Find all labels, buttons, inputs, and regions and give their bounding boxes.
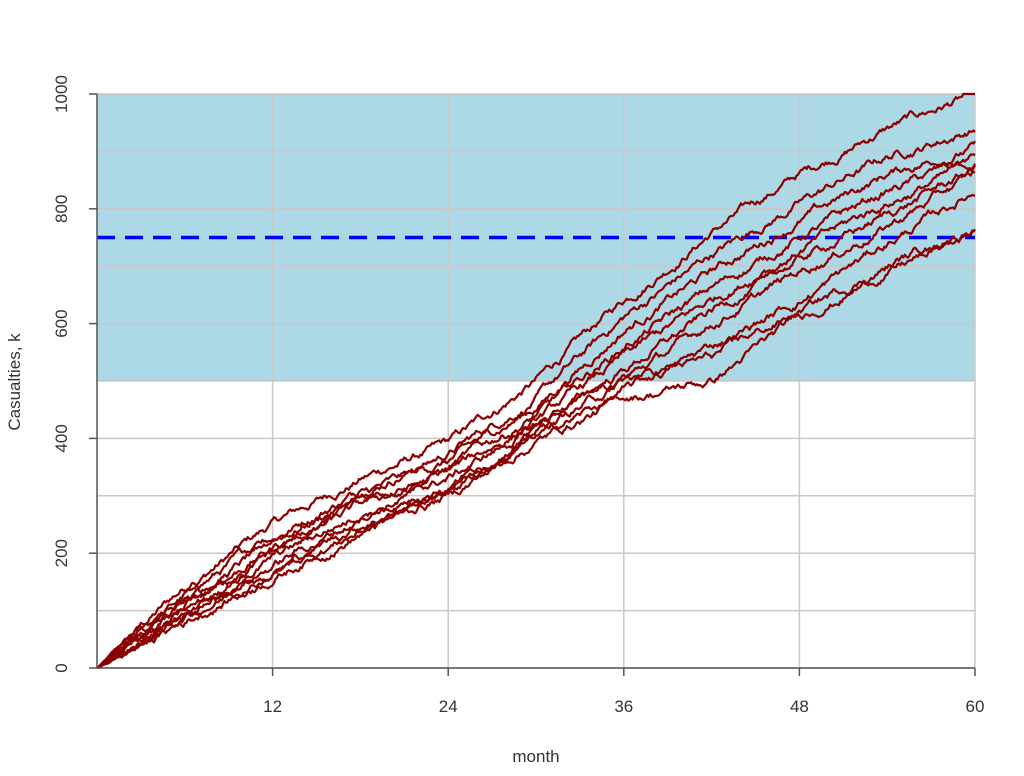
series-line-9 — [96, 228, 976, 669]
series-line-1 — [96, 92, 975, 669]
y-tick-label: 600 — [52, 309, 71, 337]
x-tick-label: 24 — [439, 697, 458, 716]
x-tick-label: 12 — [263, 697, 282, 716]
series-line-7 — [96, 170, 976, 669]
series-lines — [96, 92, 976, 669]
series-line-2 — [96, 129, 976, 669]
series-line-6 — [96, 165, 976, 669]
y-axis-label: Casualties, k — [5, 333, 24, 431]
x-tick-label: 60 — [966, 697, 985, 716]
series-line-10 — [96, 229, 976, 669]
x-axis-label: month — [512, 747, 559, 766]
y-tick-label: 800 — [52, 195, 71, 223]
y-tick-label: 0 — [52, 663, 71, 672]
y-tick-label: 1000 — [52, 75, 71, 113]
series-line-4 — [96, 153, 976, 669]
shaded-band — [97, 94, 975, 381]
x-tick-label: 48 — [790, 697, 809, 716]
y-tick-label: 200 — [52, 539, 71, 567]
x-tick-label: 36 — [614, 697, 633, 716]
chart-background — [97, 94, 975, 381]
series-line-3 — [96, 140, 976, 669]
y-tick-label: 400 — [52, 424, 71, 452]
